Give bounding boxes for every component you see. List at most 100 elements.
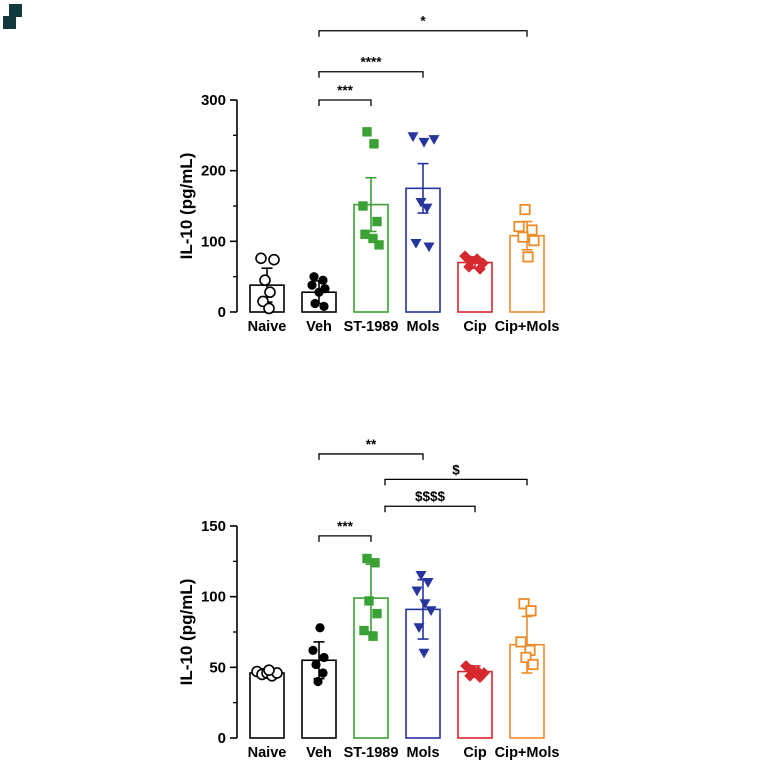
data-point-st-1989 <box>368 233 378 244</box>
data-point-cip-mols <box>518 598 530 610</box>
corner-marker <box>9 4 22 17</box>
data-point-naive <box>264 286 276 299</box>
y-tick-label: 0 <box>218 730 226 747</box>
data-point-cip-mols <box>519 203 531 216</box>
category-label-cip-mols: Cip+Mols <box>495 745 560 761</box>
data-point-cip-mols <box>525 605 537 617</box>
data-point-veh <box>318 275 328 285</box>
data-point-cip-mols <box>527 658 539 671</box>
category-label-st-1989: ST-1989 <box>344 319 399 335</box>
data-point-mols <box>413 623 425 633</box>
category-label-veh: Veh <box>306 745 332 761</box>
data-point-cip-mols <box>520 651 532 664</box>
category-label-cip: Cip <box>463 319 487 335</box>
y-tick-label: 200 <box>201 163 226 180</box>
data-point-mols <box>423 242 435 253</box>
bar-cip <box>457 670 493 739</box>
data-point-veh <box>319 652 329 663</box>
data-point-cip-mols <box>526 224 538 236</box>
data-point-veh <box>318 668 328 678</box>
y-axis-title: IL-10 (pg/mL) <box>177 579 196 686</box>
data-point-cip-mols <box>513 220 525 233</box>
data-point-naive <box>263 664 275 676</box>
data-point-st-1989 <box>372 216 382 227</box>
data-point-mols <box>415 197 427 208</box>
data-point-st-1989 <box>362 553 372 564</box>
data-point-veh <box>313 676 323 687</box>
category-label-cip: Cip <box>463 745 487 761</box>
data-point-st-1989 <box>360 229 370 239</box>
category-label-st-1989: ST-1989 <box>344 745 399 761</box>
y-tick-label: 100 <box>201 589 226 606</box>
data-point-naive <box>263 302 275 315</box>
data-point-naive <box>255 252 267 265</box>
data-point-cip <box>474 671 486 684</box>
bar-naive <box>249 672 285 739</box>
sig-bracket <box>384 478 528 486</box>
data-point-st-1989 <box>370 558 380 568</box>
data-point-cip-mols <box>515 636 527 648</box>
category-label-mols: Mols <box>406 745 439 761</box>
data-point-mols <box>422 578 434 588</box>
data-point-mols <box>428 135 440 145</box>
data-point-veh <box>309 272 319 282</box>
data-point-st-1989 <box>362 127 372 137</box>
data-point-cip-mols <box>528 235 540 247</box>
data-point-veh <box>310 298 320 309</box>
y-tick-label: 300 <box>201 92 226 109</box>
corner-marker <box>3 16 16 29</box>
sig-bracket <box>318 535 372 542</box>
data-point-cip-mols <box>517 231 529 243</box>
data-point-mols <box>407 132 419 142</box>
data-point-mols <box>411 586 423 597</box>
bar-cip <box>457 261 493 313</box>
data-point-st-1989 <box>364 596 374 606</box>
category-label-naive: Naive <box>248 745 287 761</box>
category-label-cip-mols: Cip+Mols <box>495 319 560 335</box>
data-point-mols <box>415 570 427 581</box>
y-tick-label: 100 <box>201 233 226 250</box>
category-label-veh: Veh <box>306 319 332 335</box>
sig-label: *** <box>337 519 354 534</box>
data-point-cip <box>464 670 476 682</box>
data-point-veh <box>319 301 329 311</box>
data-point-st-1989 <box>368 631 378 641</box>
sig-bracket <box>318 453 424 460</box>
data-point-mols <box>410 238 422 249</box>
y-axis-title: IL-10 (pg/mL) <box>177 153 196 260</box>
data-point-mols <box>418 648 430 659</box>
data-point-cip <box>472 665 484 678</box>
category-label-naive: Naive <box>248 319 287 335</box>
y-tick-label: 50 <box>209 659 226 676</box>
sig-label: $$$$ <box>415 489 446 504</box>
data-point-mols <box>418 137 430 148</box>
data-point-mols <box>419 599 431 609</box>
sig-bracket <box>318 71 424 78</box>
data-point-cip-mols <box>522 251 534 263</box>
data-point-naive <box>268 253 280 266</box>
data-point-veh <box>314 287 324 297</box>
sig-label: ** <box>366 437 377 452</box>
category-label-mols: Mols <box>406 319 439 335</box>
data-point-cip <box>477 257 489 270</box>
y-tick-label: 0 <box>218 304 226 321</box>
data-point-cip <box>466 664 478 676</box>
sig-label: *** <box>337 83 354 98</box>
sig-label: **** <box>360 55 382 70</box>
data-point-st-1989 <box>369 139 379 149</box>
chart-il10-bottom: 0 50 100 150 IL-10 (pg/mL) Naive Veh ST-1989 Mol… <box>177 437 560 761</box>
sig-label: $ <box>452 462 460 477</box>
data-point-veh <box>308 645 318 655</box>
sig-bracket <box>384 505 476 513</box>
data-point-naive <box>259 274 271 287</box>
data-point-mols <box>425 606 437 616</box>
data-point-st-1989 <box>359 625 369 636</box>
chart-il10-top: 0 100 200 300 IL-10 (pg/mL) Naive Veh ST-1989 Mo… <box>177 14 560 335</box>
y-tick-label: 150 <box>201 518 226 535</box>
sig-bracket <box>318 99 372 106</box>
data-point-st-1989 <box>374 240 384 250</box>
sig-bracket <box>318 30 528 37</box>
data-point-mols <box>421 203 433 214</box>
data-point-cip <box>474 263 486 275</box>
